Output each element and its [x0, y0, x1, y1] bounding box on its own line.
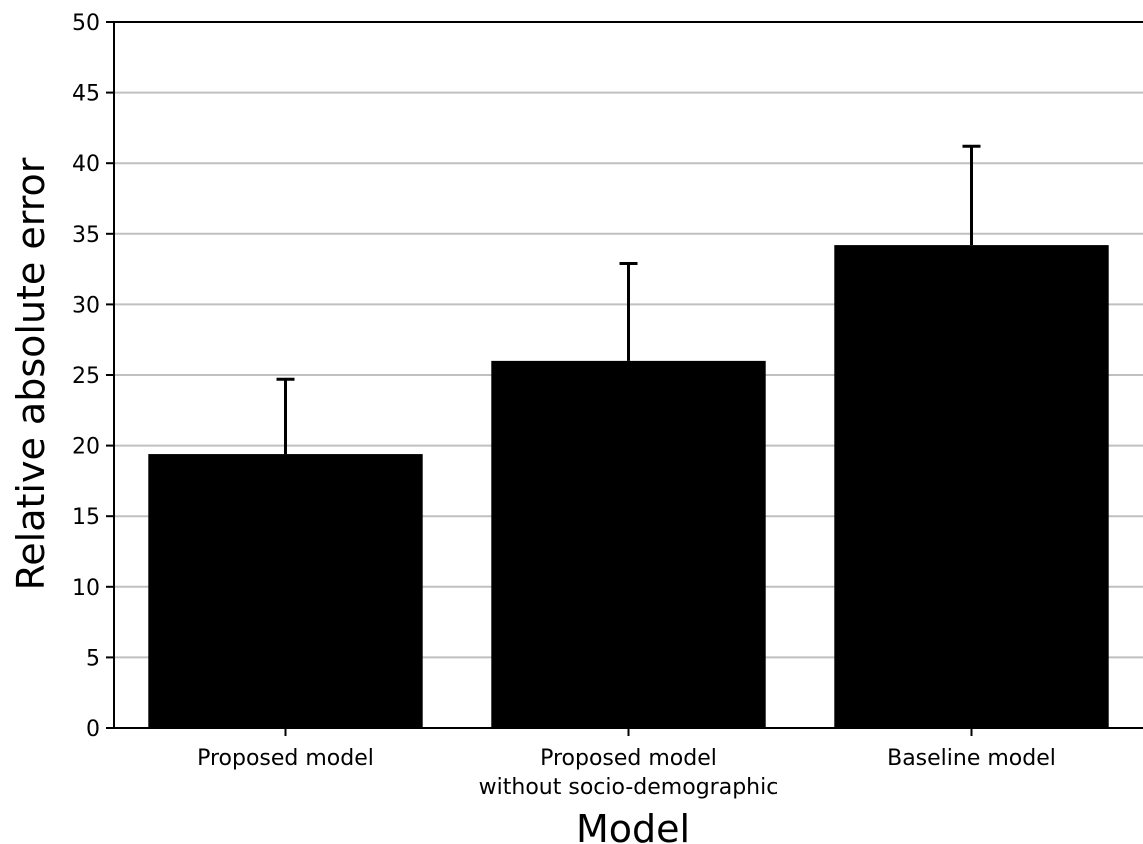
y-tick-label: 15 — [72, 505, 100, 530]
y-tick-label: 35 — [72, 223, 100, 248]
x-tick-label: Proposed model — [197, 746, 374, 771]
y-tick-label: 45 — [72, 82, 100, 107]
y-tick-label: 5 — [86, 646, 100, 671]
y-tick-labels: 0 5 10 15 20 25 30 35 40 45 50 — [72, 11, 100, 742]
x-tick-label: Baseline model — [887, 746, 1056, 771]
y-tick-label: 10 — [72, 576, 100, 601]
bar — [834, 245, 1109, 728]
y-tick-label: 30 — [72, 293, 100, 318]
error-bar — [619, 261, 638, 361]
y-axis-title: Relative absolute error — [9, 157, 53, 590]
error-bar — [276, 377, 295, 455]
y-tick-label: 25 — [72, 364, 100, 389]
bars — [148, 245, 1109, 728]
y-tick-label: 50 — [72, 11, 100, 36]
y-tick-label: 40 — [72, 152, 100, 177]
y-tick-label: 20 — [72, 435, 100, 460]
bar — [148, 454, 423, 728]
bar — [491, 360, 766, 728]
axes — [106, 21, 1143, 736]
error-bar — [962, 144, 981, 246]
x-tick-labels: Proposed model Proposed model without soci… — [197, 746, 1056, 800]
x-tick-label: Proposed model without socio-demographic — [479, 746, 779, 800]
y-tick-label: 0 — [86, 717, 100, 742]
error-bars — [276, 144, 981, 455]
x-axis-title: Model — [576, 807, 690, 844]
